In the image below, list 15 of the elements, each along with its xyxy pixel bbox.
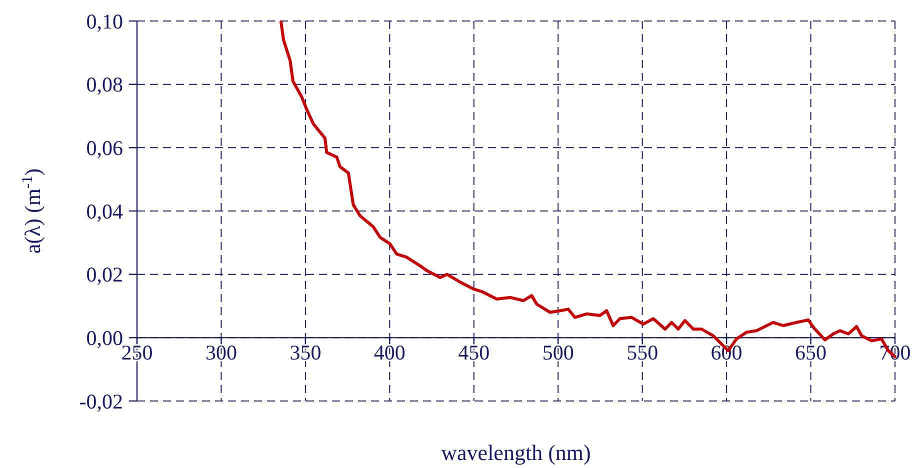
x-tick-label: 550 — [626, 340, 658, 365]
x-tick-label: 300 — [205, 340, 237, 365]
y-tick-label: 0,02 — [86, 262, 123, 287]
x-tick-label: 350 — [290, 340, 322, 365]
y-tick-label: 0,00 — [86, 326, 123, 350]
x-tick-label: 500 — [542, 340, 574, 365]
y-tick-label: 0,04 — [86, 199, 124, 224]
y-tick-label: 0,10 — [86, 9, 123, 34]
x-tick-label: 450 — [458, 340, 490, 365]
x-tick-label: 400 — [374, 340, 406, 365]
y-tick-label: 0,08 — [86, 72, 123, 97]
x-tick-label: 650 — [795, 340, 827, 365]
y-tick-label: -0,02 — [79, 389, 123, 414]
x-axis-title: wavelength (nm) — [441, 440, 591, 465]
y-tick-label: 0,06 — [86, 136, 123, 160]
